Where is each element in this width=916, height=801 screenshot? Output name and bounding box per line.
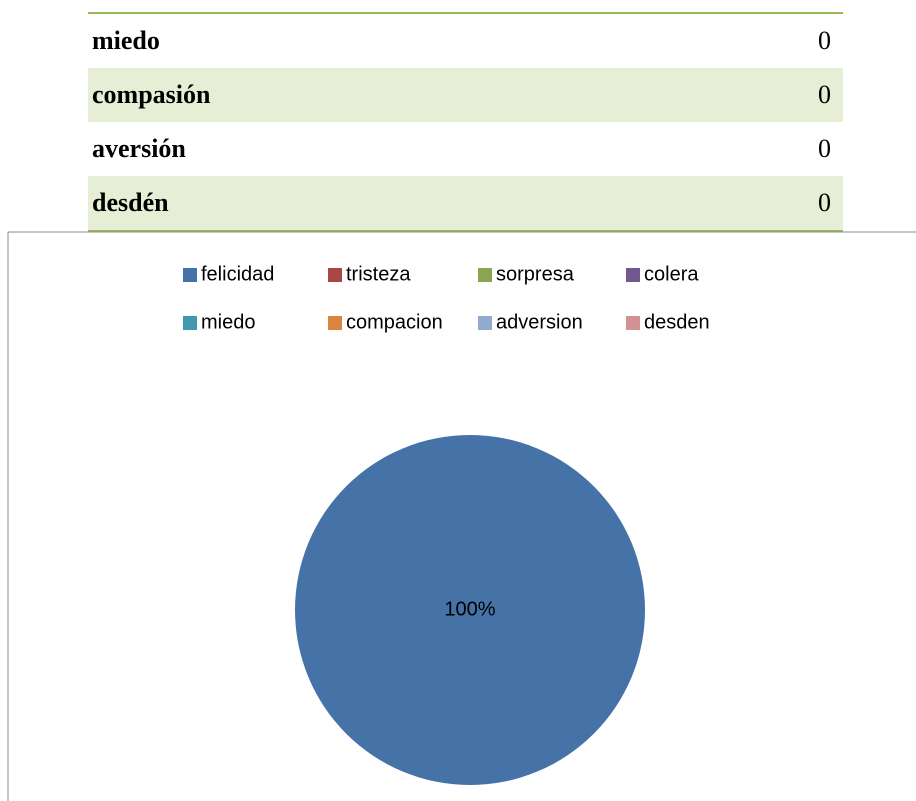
legend-swatch (183, 316, 197, 330)
row-label: miedo (92, 26, 160, 55)
row-label: aversión (92, 134, 186, 163)
legend-label: desden (644, 311, 710, 333)
table-row: desdén 0 (88, 176, 843, 230)
legend-label: sorpresa (496, 263, 575, 285)
row-value: 0 (818, 134, 831, 163)
legend-label: adversion (496, 311, 583, 333)
legend-swatch (478, 316, 492, 330)
legend-swatch (478, 268, 492, 282)
legend-swatch (328, 268, 342, 282)
legend-swatch (626, 316, 640, 330)
data-label: 100% (444, 598, 495, 620)
table: miedo 0 compasión 0 aversión 0 desdén 0 (88, 12, 843, 232)
row-value: 0 (818, 80, 831, 109)
legend-swatch (328, 316, 342, 330)
legend-label: colera (644, 263, 699, 285)
legend-label: compacion (346, 311, 443, 333)
legend-label: felicidad (201, 263, 274, 285)
row-label: compasión (92, 80, 211, 109)
table-row: miedo 0 (88, 14, 843, 68)
table-row: compasión 0 (88, 68, 843, 122)
legend-swatch (183, 268, 197, 282)
row-value: 0 (818, 26, 831, 55)
table-row: aversión 0 (88, 122, 843, 176)
row-label: desdén (92, 188, 169, 217)
pie-slice (295, 435, 645, 785)
row-value: 0 (818, 188, 831, 217)
legend-swatch (626, 268, 640, 282)
legend-label: miedo (201, 311, 255, 333)
legend-label: tristeza (346, 263, 411, 285)
